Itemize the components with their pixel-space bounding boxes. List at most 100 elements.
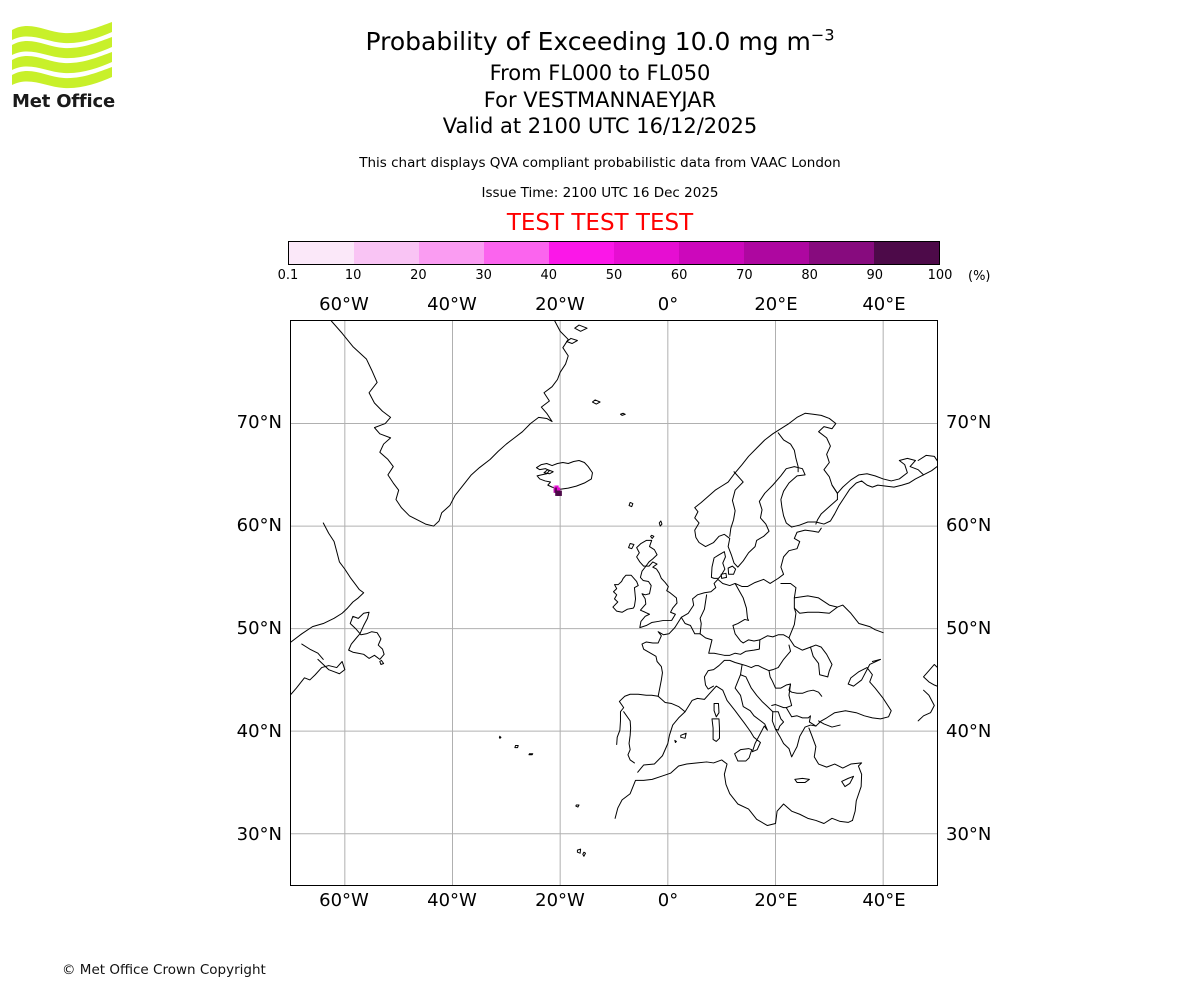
coastline-path [614, 759, 853, 827]
coastline-path [636, 539, 678, 629]
met-office-logo-text: Met Office [12, 91, 116, 112]
coastline-path [576, 848, 582, 854]
coastline-path [923, 663, 937, 687]
title-exponent: −3 [810, 25, 835, 45]
coastline-path [788, 637, 833, 678]
colorbar-tick-0.1: 0.1 [277, 268, 299, 283]
colorbar-tick-10: 10 [344, 268, 362, 283]
coastline-path [808, 721, 817, 727]
coastline-path [575, 804, 580, 808]
coastline-path [637, 658, 892, 773]
lon-label-top-20°W: 20°W [535, 294, 585, 315]
coastline-path [710, 551, 726, 579]
chart-title-block: Probability of Exceeding 10.0 mg m−3 Fro… [0, 24, 1200, 237]
colorbar-segment-4 [549, 242, 614, 264]
colorbar-tick-30: 30 [475, 268, 492, 283]
coastline-path [699, 594, 708, 635]
coastline-path [566, 337, 578, 345]
lon-label-bottom-60°W: 60°W [319, 890, 369, 911]
title-main-text: Probability of Exceeding 10.0 mg m [365, 27, 811, 56]
coastline-path [674, 739, 677, 744]
lon-label-bottom-40°E: 40°E [862, 890, 906, 911]
coastline-path [841, 775, 855, 788]
lat-label-right-40°N: 40°N [946, 720, 992, 742]
lon-label-bottom-0°: 0° [657, 890, 679, 911]
lon-label-top-0°: 0° [657, 294, 679, 315]
coastline-path [628, 501, 634, 508]
coastline-path [793, 606, 838, 614]
coastline-path [713, 703, 720, 718]
lat-label-left-50°N: 50°N [236, 617, 282, 639]
colorbar-segment-5 [614, 242, 679, 264]
coastline-path [768, 644, 823, 697]
coastline-path [772, 711, 785, 731]
lat-label-right-30°N: 30°N [946, 823, 992, 845]
map-plot-area[interactable] [290, 320, 938, 886]
coastline-path [794, 777, 810, 783]
coastline-path [619, 412, 626, 416]
coastline-path [623, 711, 635, 764]
coastline-path [528, 753, 534, 756]
title-valid-time: Valid at 2100 UTC 16/12/2025 [442, 114, 758, 138]
colorbar-segment-6 [679, 242, 744, 264]
colorbar-segment-8 [809, 242, 874, 264]
coastline-path [831, 484, 838, 500]
lon-label-top-60°W: 60°W [319, 294, 369, 315]
colorbar-segment-7 [744, 242, 809, 264]
map-gridlines [291, 321, 937, 885]
coastline-path [694, 412, 925, 568]
coastline-path [740, 663, 770, 676]
coastline-path [680, 732, 687, 739]
map-coastlines [291, 321, 937, 857]
plume-cell [556, 487, 561, 493]
issue-time-text: Issue Time: 2100 UTC 16 Dec 2025 [481, 184, 719, 201]
coastline-path [732, 582, 761, 644]
coastline-path [574, 324, 588, 332]
lat-label-left-30°N: 30°N [236, 823, 282, 845]
coastline-path [699, 633, 790, 656]
lat-label-left-40°N: 40°N [236, 720, 282, 742]
coastline-path [498, 735, 502, 739]
coastline-path [379, 659, 385, 665]
coastline-path [809, 646, 829, 678]
lon-label-bottom-40°W: 40°W [427, 890, 477, 911]
coastline-path [535, 460, 593, 490]
colorbar-segment-0 [289, 242, 354, 264]
colorbar-tick-90: 90 [866, 268, 884, 283]
coastline-path [703, 659, 743, 690]
coastline-path [591, 399, 601, 405]
coastline-path [657, 695, 686, 713]
lon-label-bottom-20°E: 20°E [754, 890, 798, 911]
colorbar-tick-100: 100 [927, 268, 953, 283]
title-location: For VESTMANNAEYJAR [483, 87, 717, 112]
lon-label-bottom-20°W: 20°W [535, 890, 585, 911]
lat-label-left-70°N: 70°N [236, 411, 282, 433]
lat-label-right-70°N: 70°N [946, 411, 992, 433]
page-title: Probability of Exceeding 10.0 mg m−3 [0, 24, 1200, 60]
coastline-path [777, 432, 799, 473]
lat-label-right-50°N: 50°N [946, 617, 992, 639]
coastline-path [818, 720, 841, 728]
ash-plume-overlay [553, 485, 562, 496]
coastline-path [720, 572, 728, 579]
met-office-wave-mark [12, 22, 112, 89]
coastline-path [808, 727, 863, 821]
coastline-path [514, 744, 519, 749]
coastline-path [628, 543, 635, 550]
colorbar-tick-20: 20 [410, 268, 427, 283]
test-banner: TEST TEST TEST [506, 209, 694, 236]
coastline-path [917, 689, 935, 722]
title-flight-levels: From FL000 to FL050 [489, 61, 711, 85]
colorbar-segment-9 [874, 242, 939, 264]
coastline-path [291, 522, 365, 643]
coastline-path [815, 498, 838, 525]
lon-label-top-40°E: 40°E [862, 294, 906, 315]
colorbar-gradient [288, 241, 940, 265]
coastline-path [582, 851, 586, 857]
coastline-path [917, 454, 937, 476]
colorbar-tick-50: 50 [605, 268, 623, 283]
plume-cell [558, 490, 562, 496]
coastline-path [793, 595, 884, 634]
coastline-path [543, 469, 554, 475]
coastline-path [301, 643, 324, 660]
